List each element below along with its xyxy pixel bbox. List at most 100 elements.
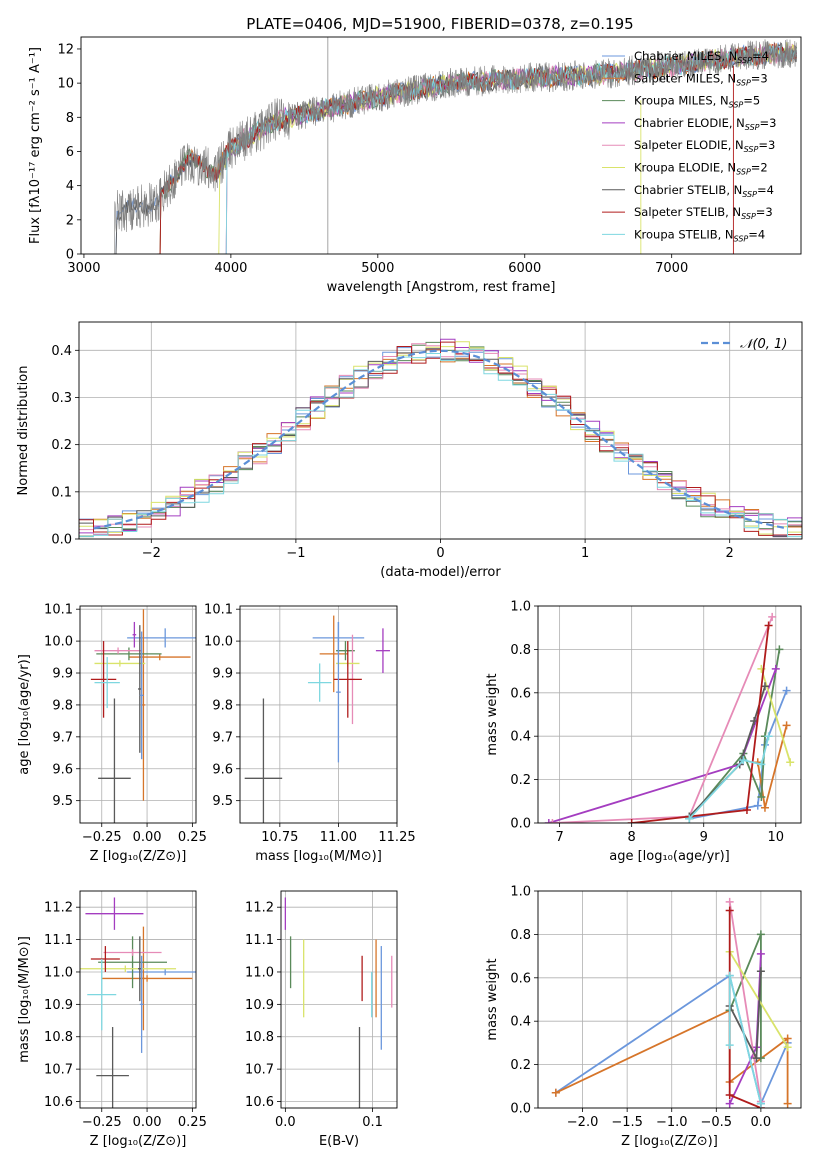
x-tick-label: 0.25: [178, 1115, 207, 1130]
y-tick-label: 11.0: [44, 965, 73, 980]
x-tick-label: 2: [726, 546, 734, 561]
x-tick-label: −1.0: [656, 1115, 688, 1130]
x-tick-label: 0.1: [362, 1115, 383, 1130]
age-vs-Z-plot-area: [90, 609, 196, 823]
weight-series-line: [728, 901, 762, 1102]
axes-frame: [79, 890, 197, 1109]
y-tick-label: 9.5: [212, 794, 233, 809]
y-tick-label: 10.8: [44, 1030, 73, 1045]
weight-marker: [739, 756, 748, 765]
weight-marker: [783, 1043, 792, 1052]
weight-marker: [544, 819, 553, 823]
x-tick-label: 0.0: [275, 1115, 296, 1130]
weight-series-line: [760, 668, 792, 763]
weight-marker: [725, 971, 734, 980]
axes-frame: [80, 36, 802, 255]
x-axis-label: Z [log₁₀(Z/Z⊙)]: [90, 849, 187, 864]
x-tick-label: −2: [142, 546, 161, 561]
y-tick-label: 0.0: [510, 817, 531, 832]
y-tick-label: 0.6: [510, 686, 531, 701]
x-tick-label: −1.5: [611, 1115, 643, 1130]
weight-marker: [756, 930, 765, 939]
y-tick-label: 11.1: [44, 933, 73, 948]
mass-weight-vs-Z-panel: −2.0 −1.5 −1.0 −0.5 0.0 0.0 0.2 0.4 0.6 0.8 1.0 Z […: [485, 885, 802, 1149]
x-tick-label: −1: [286, 546, 305, 561]
y-tick-label: 10.1: [204, 603, 233, 618]
y-axis-label: age [log₁₀(age/yr)]: [17, 654, 32, 775]
legend-entry: Salpeter ELODIE, NSSP=3: [634, 138, 775, 154]
axes-frame: [79, 605, 197, 824]
y-axis-label: Normed distribution: [16, 366, 31, 496]
y-tick-label: 9.7: [52, 730, 73, 745]
weight-marker: [548, 819, 557, 823]
legend-entry: Chabrier MILES, NSSP=4: [634, 49, 769, 65]
weight-marker: [551, 1088, 560, 1097]
figure-title: PLATE=0406, MJD=51900, FIBERID=0378, z=0…: [246, 15, 633, 33]
x-tick-label: 10: [768, 830, 785, 845]
weight-series-line: [728, 971, 762, 1062]
x-tick-label: −2.0: [567, 1115, 599, 1130]
weight-marker: [782, 721, 791, 730]
y-tick-label: 10.6: [245, 1095, 274, 1110]
weight-series-line: [552, 616, 774, 823]
axes-frame: [537, 605, 802, 824]
y-tick-label: 9.5: [52, 794, 73, 809]
x-tick-label: −0.25: [82, 830, 122, 845]
weight-marker: [771, 664, 780, 673]
x-tick-label: 0.00: [133, 1115, 162, 1130]
y-tick-label: 9.6: [212, 762, 233, 777]
y-tick-label: 0.6: [510, 971, 531, 986]
age-vs-Z-panel: −0.25 0.00 0.25 9.5 9.6 9.7 9.8 9.9 10.0 10.1 Z [l…: [17, 603, 207, 864]
x-tick-label: 7000: [655, 261, 688, 276]
weight-marker: [725, 1090, 734, 1099]
weight-series-line: [688, 649, 781, 820]
weight-marker: [752, 1054, 761, 1063]
y-tick-label: 0.4: [510, 730, 531, 745]
axes-frame: [239, 605, 398, 824]
weight-marker: [757, 760, 766, 769]
axes-frame: [78, 321, 803, 540]
y-tick-label: 10.0: [44, 635, 73, 650]
y-tick-label: 10.7: [44, 1063, 73, 1078]
y-tick-label: 10.6: [44, 1095, 73, 1110]
spectrum-legend: Chabrier MILES, NSSP=4 Salpeter MILES, NS…: [602, 49, 776, 243]
x-tick-label: 8: [628, 830, 636, 845]
weight-marker: [783, 1034, 792, 1043]
y-tick-label: 11.2: [245, 901, 274, 916]
weight-marker: [725, 906, 734, 915]
weight-marker: [775, 645, 784, 654]
x-axis-label: E(B-V): [319, 1134, 359, 1149]
x-tick-label: 0.25: [178, 830, 207, 845]
y-tick-label: 9.7: [212, 730, 233, 745]
mass-weight-vs-age-panel: 7 8 9 10 0.0 0.2 0.4 0.6 0.8 1.0 age [log₁₀(age/yr…: [485, 600, 802, 864]
mass-vs-Z-plot-area: [80, 897, 196, 1108]
weight-marker: [742, 805, 751, 814]
legend-entry: Kroupa MILES, NSSP=5: [634, 94, 760, 110]
x-axis-label: age [log₁₀(age/yr)]: [609, 849, 730, 864]
x-tick-label: 1: [581, 546, 589, 561]
legend-entry: Chabrier STELIB, NSSP=4: [634, 183, 774, 199]
y-tick-label: 0.0: [510, 1102, 531, 1117]
age-vs-mass-panel: 10.75 11.00 11.25 9.5 9.6 9.7 9.8 9.9 10.0 10.1 ma…: [204, 603, 416, 864]
weight-series-line: [688, 735, 770, 820]
y-tick-label: 10: [57, 77, 74, 92]
weight-marker: [725, 897, 734, 906]
y-tick-label: 0.8: [510, 928, 531, 943]
y-tick-label: 9.8: [52, 698, 73, 713]
legend-entry: Chabrier ELODIE, NSSP=3: [634, 116, 776, 132]
weight-marker: [685, 814, 694, 823]
y-axis-label: mass weight: [485, 673, 500, 755]
residual-histogram-plot-area: [79, 338, 802, 538]
weight-marker: [760, 803, 769, 812]
mass-vs-ebv-panel: 0.0 0.1 10.6 10.7 10.8 10.9 11.0 11.1 11.2 E(B-V): [245, 890, 398, 1149]
legend-entry: 𝒩(0, 1): [740, 337, 787, 352]
age-vs-mass-plot-area: [244, 615, 390, 823]
weight-marker: [757, 792, 766, 801]
y-tick-label: 9.6: [52, 762, 73, 777]
normal-curve: [93, 349, 788, 530]
legend-entry: Kroupa ELODIE, NSSP=2: [634, 161, 768, 177]
y-tick-label: 0.2: [510, 1058, 531, 1073]
weight-marker: [764, 732, 773, 741]
y-tick-label: 10.9: [44, 998, 73, 1013]
